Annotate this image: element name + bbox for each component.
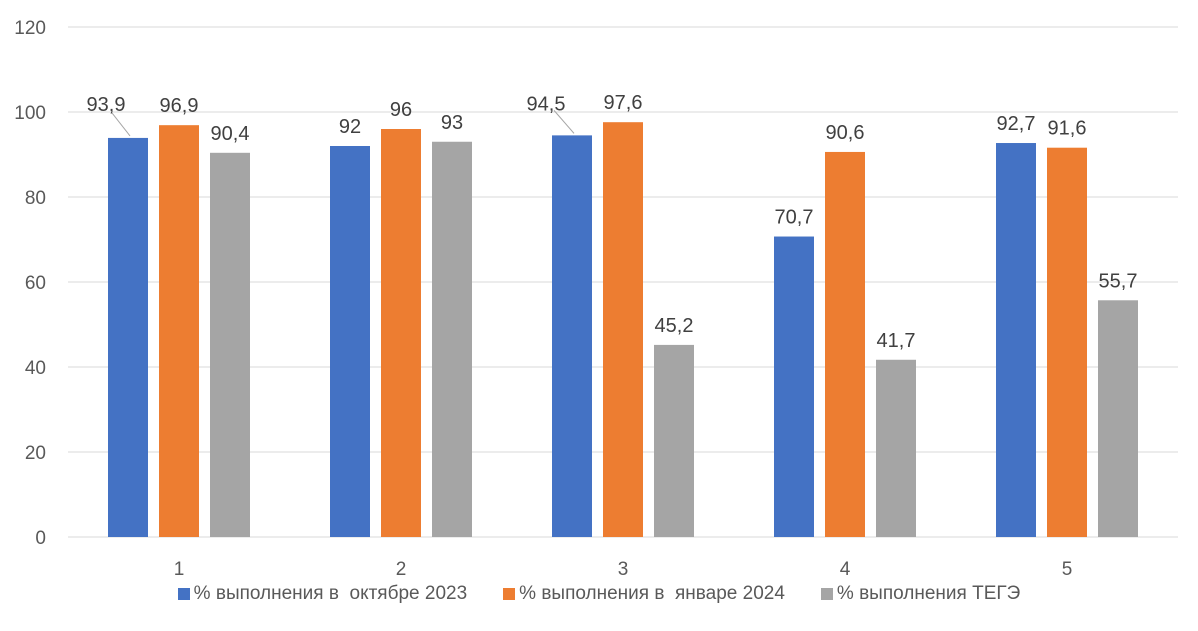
x-tick-label: 5	[1062, 559, 1073, 580]
y-tick-label: 0	[35, 528, 46, 549]
legend-swatch	[177, 588, 190, 600]
data-label: 90,4	[211, 123, 250, 145]
data-label: 91,6	[1048, 118, 1087, 140]
bar	[381, 129, 421, 537]
x-tick-label: 3	[618, 559, 629, 580]
legend-label: % выполнения ТЕГЭ	[836, 583, 1021, 604]
bar	[108, 137, 148, 538]
data-label: 96	[390, 99, 412, 121]
bar	[1098, 300, 1138, 537]
bar	[432, 141, 472, 537]
leader-line	[111, 112, 131, 137]
data-label: 41,7	[877, 330, 916, 352]
bar	[825, 151, 865, 537]
legend-item-january-2024: % выполнения в январе 2024	[503, 583, 785, 605]
bar	[330, 146, 370, 537]
bar	[159, 125, 199, 538]
y-tick-label: 120	[14, 18, 46, 39]
x-axis-tick-labels: 1 2 3 4 5	[174, 559, 1073, 580]
legend-label: % выполнения в октябре 2023	[193, 583, 468, 604]
bar	[654, 344, 694, 537]
leader-line	[553, 110, 575, 134]
data-labels: 93,9 96,9 90,4 92 96 93 94,5 97,6 45,2 70,7 90,6 41…	[87, 92, 1138, 352]
data-label: 93,9	[87, 94, 126, 116]
bars	[108, 122, 1138, 538]
bar	[210, 152, 250, 538]
x-tick-label: 4	[840, 559, 851, 580]
data-label: 55,7	[1099, 270, 1138, 292]
data-label: 97,6	[604, 92, 643, 114]
y-tick-label: 60	[25, 273, 46, 294]
bar	[876, 359, 916, 537]
bar	[774, 236, 814, 537]
data-label: 90,6	[826, 122, 865, 144]
y-axis-tick-labels: 0 20 40 60 80 100 120	[14, 18, 46, 549]
data-label: 94,5	[527, 93, 566, 115]
legend-swatch	[503, 588, 516, 600]
data-label: 92,7	[997, 113, 1036, 135]
data-label: 92	[339, 116, 361, 138]
legend-item-october-2023: % выполнения в октябре 2023	[177, 583, 468, 605]
x-tick-label: 1	[174, 559, 185, 580]
bar	[603, 122, 643, 537]
bar	[996, 143, 1036, 537]
legend: % выполнения в октябре 2023 % выполнения…	[0, 583, 1198, 605]
y-tick-label: 80	[25, 188, 46, 209]
legend-swatch	[820, 588, 833, 600]
bar	[1047, 147, 1087, 537]
x-tick-label: 2	[396, 559, 407, 580]
bar	[552, 135, 592, 537]
y-tick-label: 40	[25, 358, 46, 379]
data-label: 45,2	[655, 315, 694, 337]
y-tick-label: 100	[14, 103, 46, 124]
data-label: 70,7	[775, 207, 814, 229]
legend-item-tege: % выполнения ТЕГЭ	[820, 583, 1021, 605]
data-label: 96,9	[160, 95, 199, 117]
y-tick-label: 20	[25, 443, 46, 464]
data-label: 93	[441, 112, 463, 134]
legend-label: % выполнения в январе 2024	[519, 583, 785, 604]
